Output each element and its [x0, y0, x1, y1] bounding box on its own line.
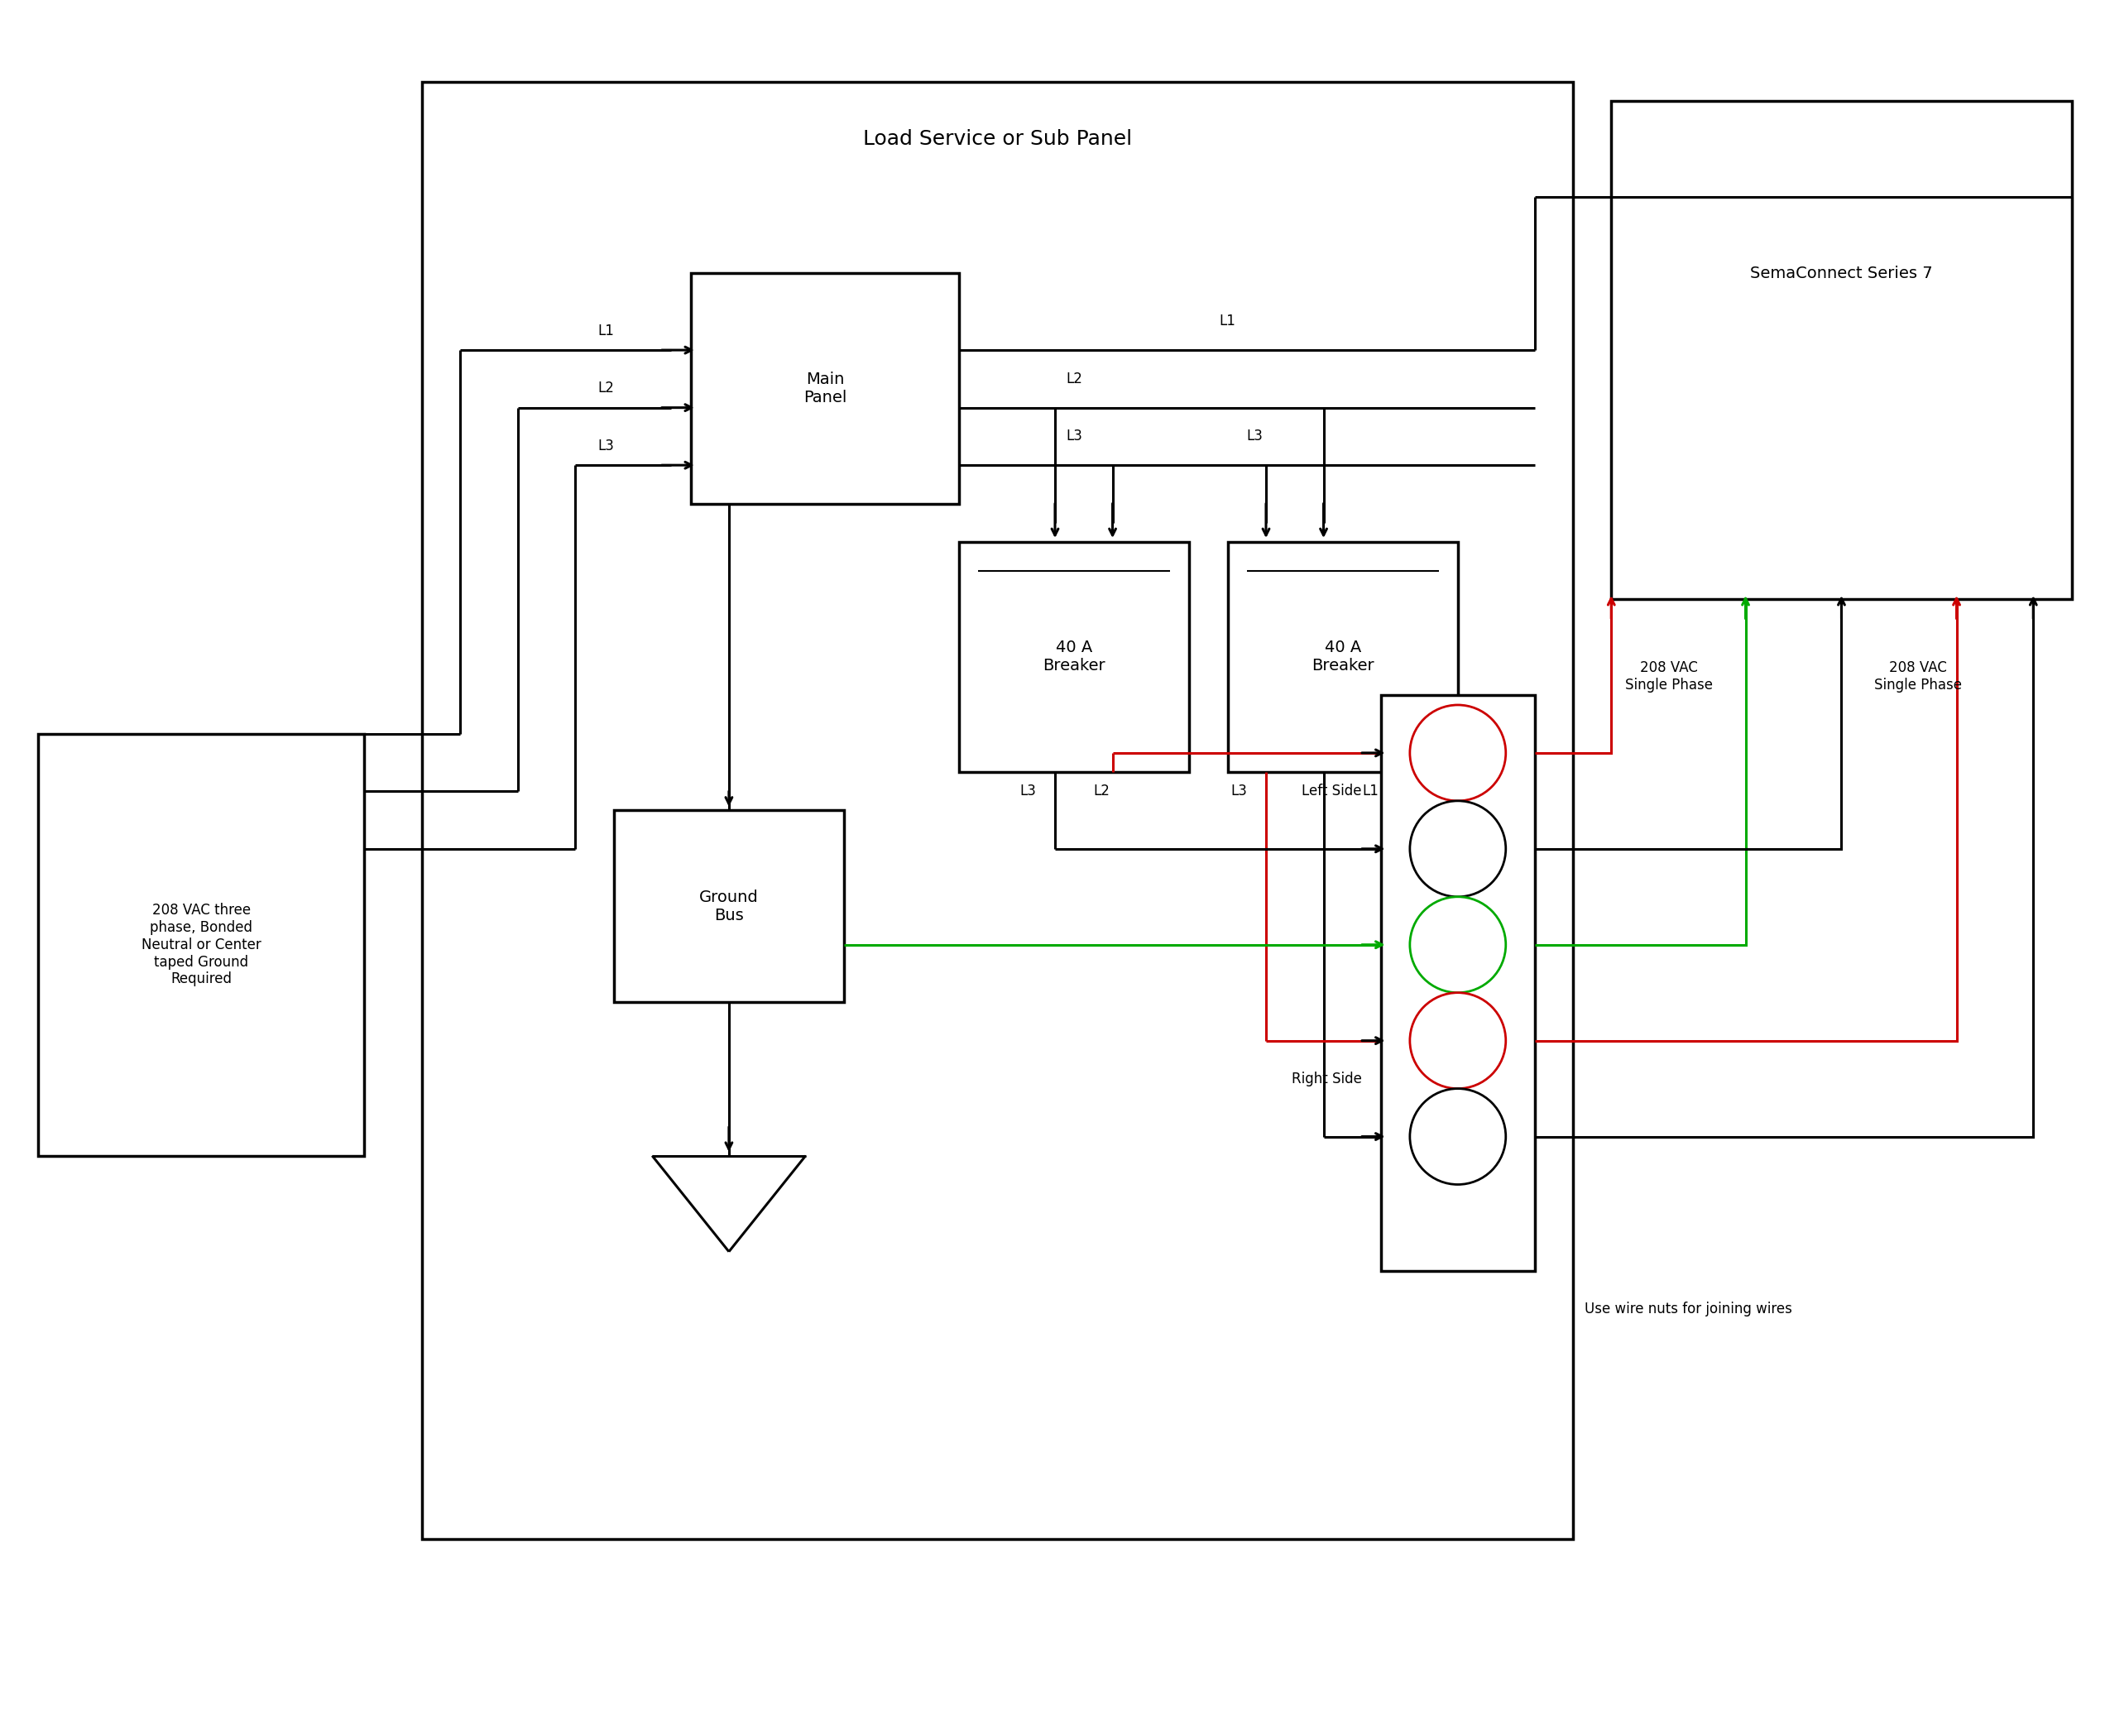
Circle shape: [1409, 993, 1507, 1088]
Circle shape: [1409, 1088, 1507, 1184]
FancyBboxPatch shape: [1382, 696, 1534, 1271]
Text: Use wire nuts for joining wires: Use wire nuts for joining wires: [1585, 1302, 1791, 1316]
FancyBboxPatch shape: [1612, 101, 2072, 599]
FancyBboxPatch shape: [38, 734, 365, 1156]
FancyBboxPatch shape: [614, 811, 844, 1002]
Text: 40 A
Breaker: 40 A Breaker: [1042, 641, 1106, 674]
Text: L3: L3: [597, 439, 614, 453]
Circle shape: [1409, 705, 1507, 800]
Text: L2: L2: [597, 380, 614, 396]
Circle shape: [1409, 898, 1507, 993]
Text: 208 VAC
Single Phase: 208 VAC Single Phase: [1625, 660, 1713, 693]
Text: L2: L2: [1093, 785, 1110, 799]
Text: L1: L1: [1361, 785, 1378, 799]
Circle shape: [1409, 800, 1507, 898]
FancyBboxPatch shape: [690, 273, 960, 503]
Text: L1: L1: [1220, 314, 1236, 328]
Text: L3: L3: [1230, 785, 1247, 799]
Text: L3: L3: [1247, 429, 1264, 444]
Text: Left Side: Left Side: [1302, 785, 1361, 799]
Text: Right Side: Right Side: [1291, 1071, 1361, 1087]
Text: 208 VAC three
phase, Bonded
Neutral or Center
taped Ground
Required: 208 VAC three phase, Bonded Neutral or C…: [141, 903, 262, 986]
Text: L3: L3: [1019, 785, 1036, 799]
Text: 40 A
Breaker: 40 A Breaker: [1312, 641, 1374, 674]
Text: L1: L1: [597, 323, 614, 339]
Text: Main
Panel: Main Panel: [804, 372, 846, 406]
Text: 208 VAC
Single Phase: 208 VAC Single Phase: [1874, 660, 1962, 693]
FancyBboxPatch shape: [1228, 542, 1458, 773]
Text: Ground
Bus: Ground Bus: [698, 889, 760, 924]
FancyBboxPatch shape: [422, 82, 1572, 1540]
FancyBboxPatch shape: [960, 542, 1190, 773]
Text: SemaConnect Series 7: SemaConnect Series 7: [1749, 266, 1933, 281]
Text: Load Service or Sub Panel: Load Service or Sub Panel: [863, 128, 1131, 149]
Text: L2: L2: [1066, 372, 1082, 387]
Text: L3: L3: [1066, 429, 1082, 444]
